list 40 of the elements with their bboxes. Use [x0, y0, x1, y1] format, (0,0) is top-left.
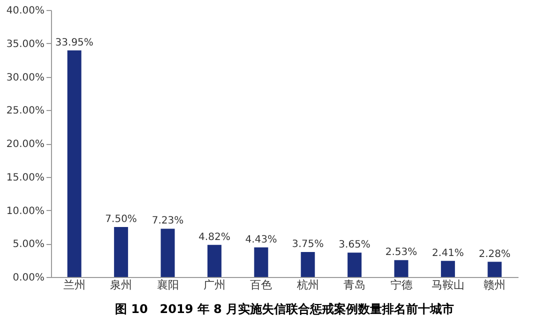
- bar: [348, 252, 362, 277]
- bar: [114, 226, 128, 277]
- data-label: 2.41%: [432, 248, 464, 259]
- x-tick-label: 襄阳: [156, 278, 179, 292]
- x-tick-label: 杭州: [296, 278, 319, 292]
- y-tick-label: 25.00%: [6, 106, 44, 117]
- bar: [254, 247, 268, 277]
- y-tick-label: 30.00%: [6, 72, 44, 84]
- y-tick-label: 20.00%: [6, 139, 44, 150]
- bar: [488, 262, 502, 277]
- y-tick-label: 0.00%: [12, 272, 44, 284]
- y-tick-label: 10.00%: [6, 206, 44, 217]
- x-tick-label: 马鞍山: [431, 278, 464, 292]
- x-tick-label: 赣州: [484, 278, 506, 292]
- x-tick-label: 兰州: [63, 278, 86, 292]
- x-tick-label: 广州: [203, 278, 226, 292]
- data-label: 2.53%: [385, 247, 418, 258]
- bar: [160, 228, 175, 277]
- x-tick-label: 百色: [250, 278, 272, 292]
- x-tick-label: 青岛: [344, 278, 366, 292]
- bar: [207, 244, 222, 277]
- data-label: 4.82%: [198, 232, 230, 243]
- bar: [440, 260, 455, 277]
- bar: [67, 50, 82, 277]
- data-label: 33.95%: [55, 37, 94, 48]
- y-tick-label: 15.00%: [6, 172, 44, 184]
- y-tick-label: 5.00%: [12, 239, 44, 250]
- x-tick-label: 泉州: [110, 278, 132, 292]
- data-label: 2.28%: [478, 248, 511, 260]
- data-label: 4.43%: [245, 234, 278, 246]
- data-label: 7.23%: [152, 216, 184, 227]
- bar: [300, 252, 315, 277]
- y-tick-label: 35.00%: [6, 38, 44, 50]
- bar: [394, 260, 408, 277]
- data-label: 7.50%: [105, 214, 137, 225]
- y-tick-label: 40.00%: [6, 6, 44, 16]
- data-label: 3.75%: [292, 238, 324, 250]
- data-label: 3.65%: [338, 240, 370, 251]
- text: 图 10 2019 年 8 月实施失信联合惩戒案例数量排名前十城市: [114, 302, 454, 316]
- x-tick-label: 宁德: [390, 278, 412, 292]
